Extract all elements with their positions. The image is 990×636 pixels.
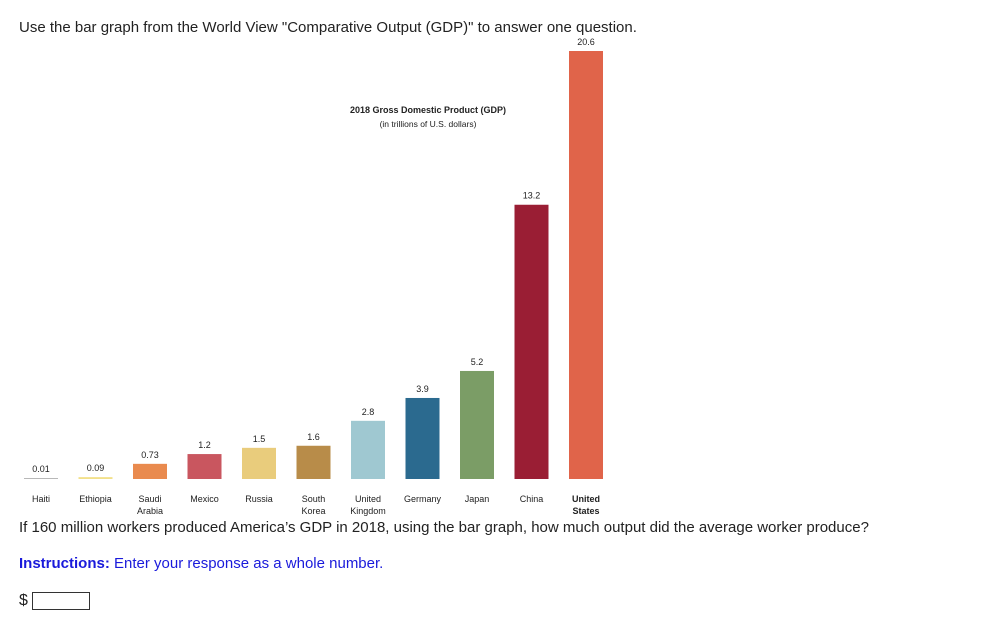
bar-value-label: 20.6 <box>577 37 595 47</box>
category-label: States <box>572 506 599 516</box>
bar <box>351 421 385 479</box>
category-label: Japan <box>465 494 490 504</box>
instructions-text: Enter your response as a whole number. <box>110 555 384 572</box>
bar-value-label: 0.09 <box>87 463 105 473</box>
category-label: Haiti <box>32 494 50 504</box>
bar-value-label: 1.5 <box>253 434 266 444</box>
bar <box>188 454 222 479</box>
category-label: United <box>355 494 381 504</box>
gdp-bar-chart: 2018 Gross Domestic Product (GDP) (in tr… <box>0 0 990 520</box>
bar <box>24 478 58 479</box>
bar <box>460 371 494 479</box>
question-text: If 160 million workers produced America’… <box>19 519 869 536</box>
bar <box>133 464 167 479</box>
bar-value-label: 3.9 <box>416 384 429 394</box>
category-label: Saudi <box>138 494 161 504</box>
bar-value-label: 1.2 <box>198 440 211 450</box>
dollar-sign: $ <box>19 592 28 610</box>
bars-group: 0.01 Haiti 0.09 Ethiopia 0.73 Saudi Arabia 1.2 M… <box>24 37 603 516</box>
chart-title: 2018 Gross Domestic Product (GDP) <box>350 105 506 115</box>
category-label: China <box>520 494 544 504</box>
bar <box>406 398 440 479</box>
category-label: Germany <box>404 494 442 504</box>
category-label: Kingdom <box>350 506 386 516</box>
instructions: Instructions: Enter your response as a w… <box>19 555 383 572</box>
category-label: Mexico <box>190 494 219 504</box>
category-label: South <box>302 494 326 504</box>
bar <box>79 477 113 479</box>
category-label: Ethiopia <box>79 494 112 504</box>
category-label: Korea <box>301 506 325 516</box>
category-label: United <box>572 494 600 504</box>
bar <box>515 205 549 479</box>
answer-row: $ <box>19 592 90 610</box>
bar-value-label: 13.2 <box>523 191 541 201</box>
bar-value-label: 0.01 <box>32 464 50 474</box>
bar <box>569 51 603 479</box>
category-label: Arabia <box>137 506 163 516</box>
bar-value-label: 5.2 <box>471 357 484 367</box>
chart-subtitle: (in trillions of U.S. dollars) <box>380 119 477 129</box>
answer-input[interactable] <box>32 592 90 610</box>
bar-value-label: 1.6 <box>307 432 320 442</box>
category-label: Russia <box>245 494 273 504</box>
bar <box>297 446 331 479</box>
instructions-label: Instructions: <box>19 555 110 572</box>
bar <box>242 448 276 479</box>
bar-value-label: 2.8 <box>362 407 375 417</box>
bar-value-label: 0.73 <box>141 450 159 460</box>
